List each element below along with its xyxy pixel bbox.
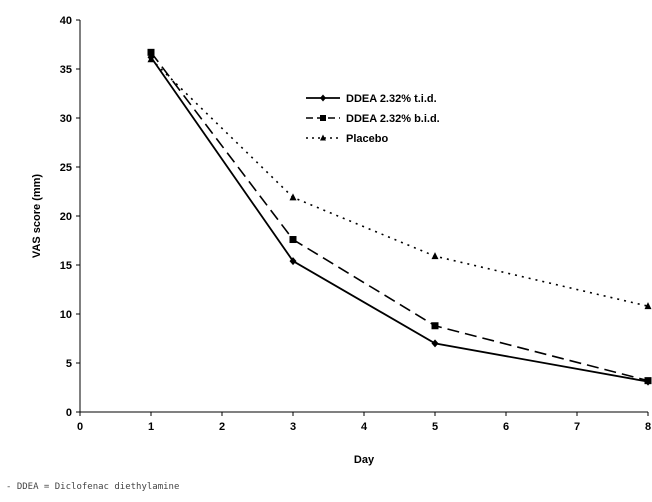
data-point <box>289 257 297 266</box>
y-tick-label: 15 <box>60 260 72 272</box>
legend: DDEA 2.32% t.i.d. DDEA 2.32% b.i.d. Placeb… <box>306 93 440 145</box>
y-tick-label: 10 <box>60 309 72 321</box>
data-point <box>289 193 297 201</box>
x-tick-label: 3 <box>290 421 296 433</box>
series-line <box>150 58 649 307</box>
legend-item-1: DDEA 2.32% t.i.d. <box>306 93 437 105</box>
series-layer <box>147 48 652 386</box>
footnote: - DDEA = Diclofenac diethylamine <box>6 482 180 492</box>
x-tick-label: 0 <box>77 421 83 433</box>
y-tick-label: 35 <box>60 64 72 76</box>
series-2 <box>147 48 652 385</box>
y-tick-label: 5 <box>66 358 72 370</box>
legend-label: DDEA 2.32% b.i.d. <box>346 113 440 125</box>
x-tick-label: 6 <box>503 421 509 433</box>
series-line <box>150 51 649 382</box>
series-3 <box>147 55 652 310</box>
legend-item-3: Placebo <box>306 133 388 145</box>
x-tick-label: 5 <box>432 421 438 433</box>
data-point <box>644 377 652 385</box>
legend-label: Placebo <box>346 133 388 145</box>
legend-label: DDEA 2.32% t.i.d. <box>346 93 437 105</box>
data-point <box>289 236 297 244</box>
legend-item-2: DDEA 2.32% b.i.d. <box>306 113 440 125</box>
y-axis-title: VAS score (mm) <box>31 174 43 258</box>
y-tick-label: 0 <box>66 407 72 419</box>
legend-marker <box>320 115 326 121</box>
y-tick-label: 30 <box>60 113 72 125</box>
x-tick-label: 1 <box>148 421 154 433</box>
y-tick-label: 20 <box>60 211 72 223</box>
data-point <box>147 48 155 56</box>
x-tick-label: 4 <box>361 421 368 433</box>
data-point <box>431 252 439 260</box>
series-line <box>150 56 649 383</box>
x-axis-title: Day <box>354 454 375 466</box>
data-point <box>644 302 652 310</box>
axes: 0 5 10 15 20 25 30 35 40 0 1 2 3 4 5 6 7 8 Day VAS score (m… <box>31 15 651 466</box>
y-tick-label: 40 <box>60 15 72 27</box>
legend-marker <box>320 134 326 141</box>
x-tick-label: 2 <box>219 421 225 433</box>
data-point <box>147 55 155 63</box>
data-point <box>431 339 439 348</box>
x-tick-label: 8 <box>645 421 651 433</box>
legend-marker <box>320 94 326 102</box>
x-tick-label: 7 <box>574 421 580 433</box>
data-point <box>431 322 439 330</box>
y-tick-label: 25 <box>60 162 72 174</box>
